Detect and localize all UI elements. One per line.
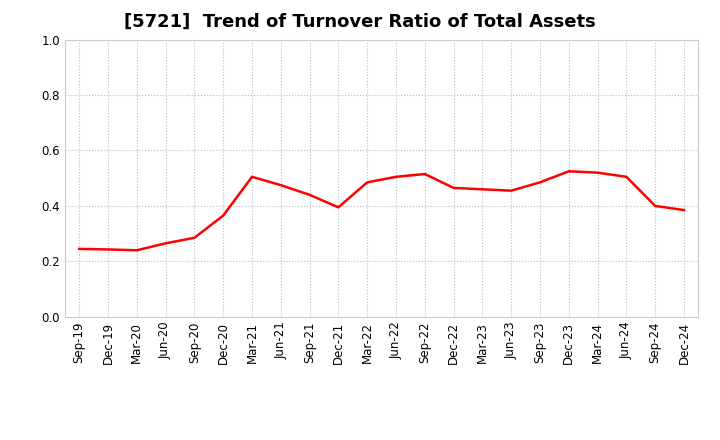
Text: [5721]  Trend of Turnover Ratio of Total Assets: [5721] Trend of Turnover Ratio of Total … <box>124 13 596 31</box>
